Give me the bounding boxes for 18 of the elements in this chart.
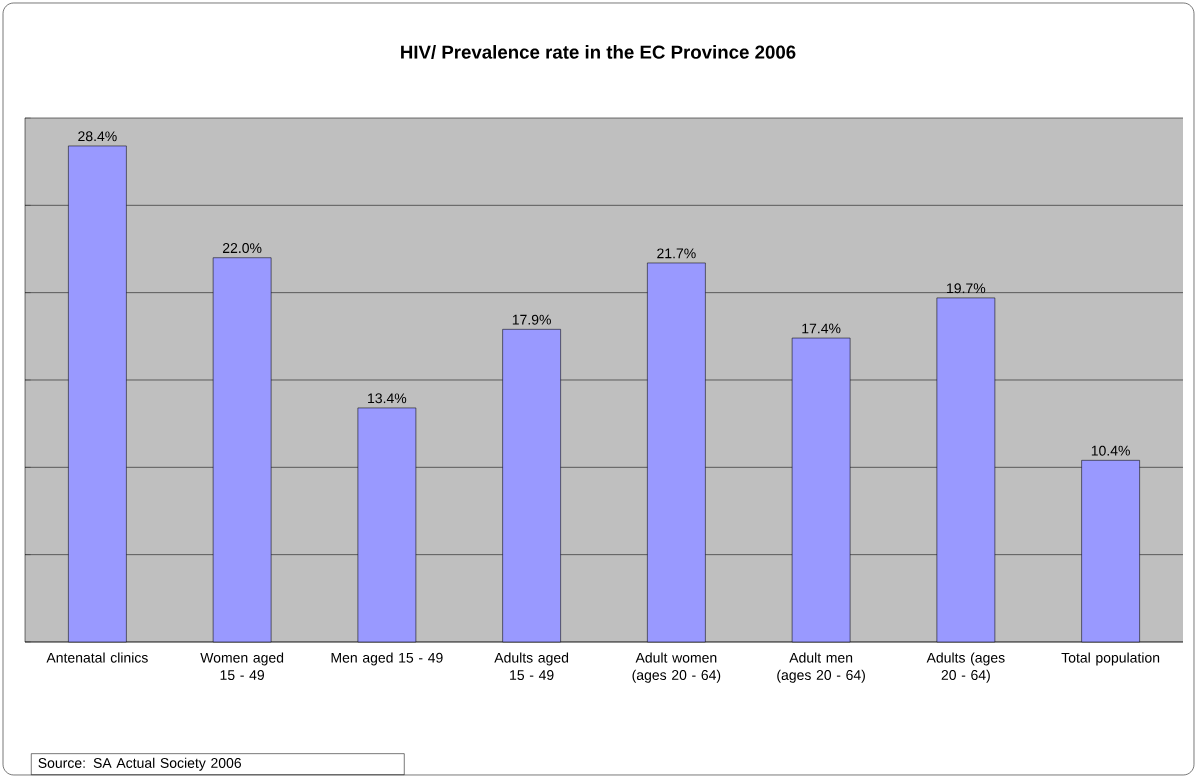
data-label: 21.7% <box>657 248 696 259</box>
x-tick-label: Adults (ages 20 - 64) <box>926 652 1005 683</box>
data-label: 22.0% <box>222 243 262 254</box>
data-label: 17.4% <box>802 323 841 334</box>
data-label: 19.7% <box>947 283 986 294</box>
x-tick-label: Adult men (ages 20 - 64) <box>777 652 865 683</box>
x-tick-label: Women aged 15 - 49 <box>200 652 284 681</box>
x-tick-label: Adult women (ages 20 - 64) <box>632 652 721 683</box>
x-tick-label: Total population <box>1061 652 1160 666</box>
x-tick-label: Men aged 15 - 49 <box>331 652 443 666</box>
x-tick-label: Antenatal clinics <box>46 652 148 663</box>
data-label: 10.4% <box>1091 445 1130 456</box>
chart-title: HIV/ Prevalence rate in the EC Province 2006 <box>401 45 796 59</box>
data-label: 17.9% <box>512 314 551 325</box>
source-note: Source: SA Actual Society 2006 <box>38 757 242 771</box>
x-tick-label: Adults aged 15 - 49 <box>494 652 569 681</box>
data-label: 28.4% <box>78 131 117 142</box>
data-label: 13.4% <box>368 393 407 404</box>
